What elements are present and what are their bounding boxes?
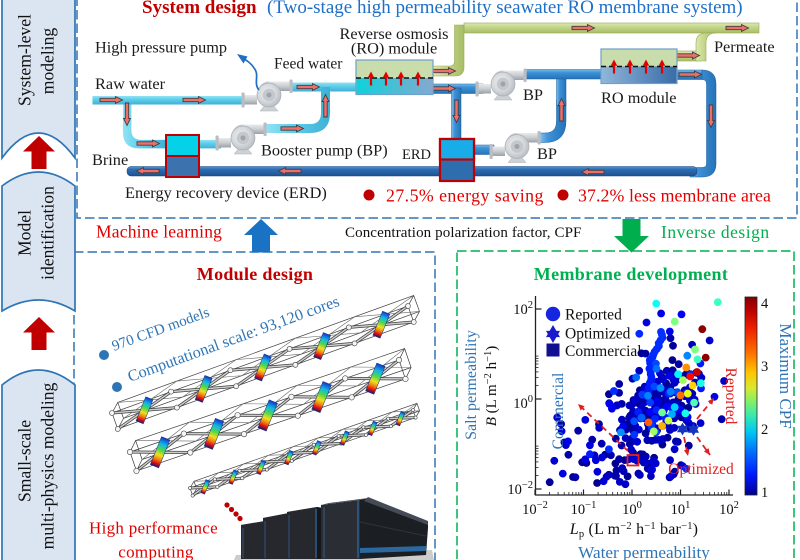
svg-text:(RO) module: (RO) module	[351, 39, 437, 58]
svg-text:Reported: Reported	[565, 307, 622, 324]
svg-text:Membrane development: Membrane development	[534, 264, 728, 284]
svg-text:3: 3	[761, 359, 768, 375]
svg-text:High performance: High performance	[89, 519, 218, 538]
svg-text:102: 102	[513, 300, 533, 318]
svg-text:10−1: 10−1	[571, 500, 597, 518]
svg-text:identification: identification	[38, 186, 58, 280]
svg-text:101: 101	[671, 500, 691, 518]
svg-text:Maximum CPF: Maximum CPF	[776, 323, 795, 428]
svg-text:RO module: RO module	[601, 88, 677, 107]
svg-text:Inverse design: Inverse design	[661, 222, 770, 242]
svg-text:37.2% less membrane area: 37.2% less membrane area	[578, 186, 771, 206]
svg-text:Commercial: Commercial	[550, 373, 567, 450]
svg-text:ERD: ERD	[402, 147, 431, 163]
svg-text:High pressure pump: High pressure pump	[95, 38, 227, 57]
svg-text:2: 2	[761, 422, 768, 438]
svg-text:modeling: modeling	[38, 28, 58, 95]
svg-text:Permeate: Permeate	[714, 37, 775, 56]
svg-text:Feed water: Feed water	[274, 56, 343, 73]
svg-text:Raw water: Raw water	[95, 74, 166, 93]
svg-text:Commercial: Commercial	[565, 343, 642, 360]
svg-text:4: 4	[761, 296, 769, 312]
svg-text:Lp (L m−2 h−1 bar−1): Lp (L m−2 h−1 bar−1)	[569, 521, 698, 540]
svg-text:Water permeability: Water permeability	[578, 543, 710, 560]
svg-text:Reported: Reported	[722, 368, 739, 425]
svg-text:B (L m−2 h−1): B (L m−2 h−1)	[483, 346, 500, 427]
svg-text:1: 1	[761, 485, 768, 501]
svg-text:Optimized: Optimized	[668, 461, 734, 478]
svg-text:10−2: 10−2	[507, 480, 533, 498]
svg-text:Optimized: Optimized	[565, 326, 631, 343]
svg-text:Booster pump (BP): Booster pump (BP)	[261, 141, 388, 160]
svg-text:Machine learning: Machine learning	[96, 222, 222, 242]
svg-text:Reverse osmosis: Reverse osmosis	[340, 24, 449, 43]
svg-text:Brine: Brine	[92, 150, 128, 169]
svg-text:27.5% energy saving: 27.5% energy saving	[386, 186, 544, 206]
svg-text:(Two-stage high permeability s: (Two-stage high permeability seawater RO…	[267, 0, 743, 18]
svg-text:BP: BP	[523, 85, 543, 104]
svg-text:System design: System design	[142, 0, 257, 18]
svg-text:10−2: 10−2	[522, 500, 548, 518]
svg-text:System-level: System-level	[15, 14, 35, 106]
svg-text:computing: computing	[118, 543, 194, 560]
svg-text:Model: Model	[15, 210, 35, 256]
svg-text:102: 102	[719, 500, 739, 518]
svg-text:100: 100	[622, 500, 642, 518]
svg-text:multi-physics modeling: multi-physics modeling	[38, 382, 58, 549]
svg-text:100: 100	[513, 394, 533, 412]
svg-text:Module design: Module design	[197, 264, 313, 284]
svg-text:Small-scale: Small-scale	[15, 420, 35, 502]
svg-text:BP: BP	[537, 144, 557, 163]
svg-text:Energy recovery device (ERD): Energy recovery device (ERD)	[125, 183, 327, 202]
svg-text:Salt permeability: Salt permeability	[463, 330, 480, 440]
svg-text:Concentration polarization fac: Concentration polarization factor, CPF	[345, 225, 581, 241]
